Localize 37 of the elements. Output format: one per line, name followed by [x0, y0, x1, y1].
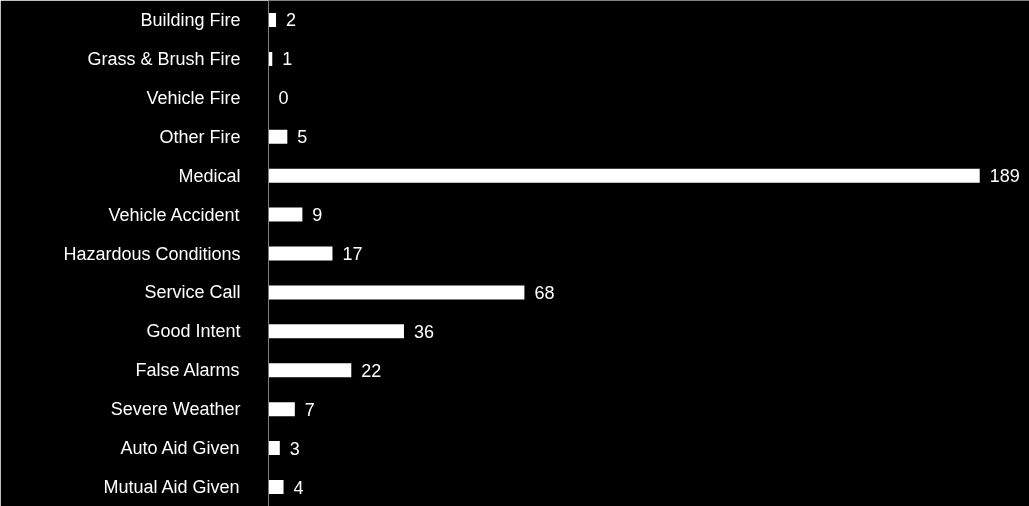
bar	[268, 168, 980, 183]
data-label: 0	[278, 88, 289, 109]
y-tick-label: Other Fire	[159, 126, 241, 147]
data-label: 1	[282, 49, 293, 70]
bar	[268, 363, 352, 378]
data-label: 5	[297, 127, 308, 148]
bar	[268, 324, 404, 339]
data-label: 7	[304, 399, 315, 420]
data-label: 189	[989, 166, 1020, 187]
y-tick-label: Severe Weather	[110, 399, 241, 420]
bar	[268, 480, 284, 495]
data-label: 36	[413, 321, 434, 342]
y-tick-label: Medical	[178, 165, 241, 186]
bar	[268, 441, 280, 456]
y-tick-label: Grass & Brush Fire	[87, 48, 241, 69]
y-tick-label: Mutual Aid Given	[103, 477, 240, 498]
y-tick-label: Good Intent	[146, 321, 241, 342]
bar	[268, 129, 288, 144]
y-tick-label: False Alarms	[135, 360, 240, 381]
y-tick-label: Service Call	[144, 282, 241, 303]
bar	[268, 246, 333, 261]
data-label: 17	[342, 244, 363, 264]
bar	[268, 12, 277, 27]
data-label: 68	[534, 282, 555, 303]
y-tick-label: Building Fire	[140, 9, 241, 30]
y-tick-label: Hazardous Conditions	[63, 243, 241, 264]
y-tick-label: Vehicle Fire	[146, 87, 241, 108]
bar	[268, 285, 525, 300]
data-label: 9	[312, 205, 323, 226]
y-tick-label: Vehicle Accident	[108, 204, 240, 225]
bar	[268, 207, 303, 222]
data-label: 3	[289, 438, 300, 459]
y-tick-label: Auto Aid Given	[120, 438, 240, 459]
bar	[268, 402, 295, 417]
data-label: 4	[293, 477, 304, 498]
data-label: 2	[286, 10, 297, 31]
data-label: 22	[361, 360, 382, 381]
